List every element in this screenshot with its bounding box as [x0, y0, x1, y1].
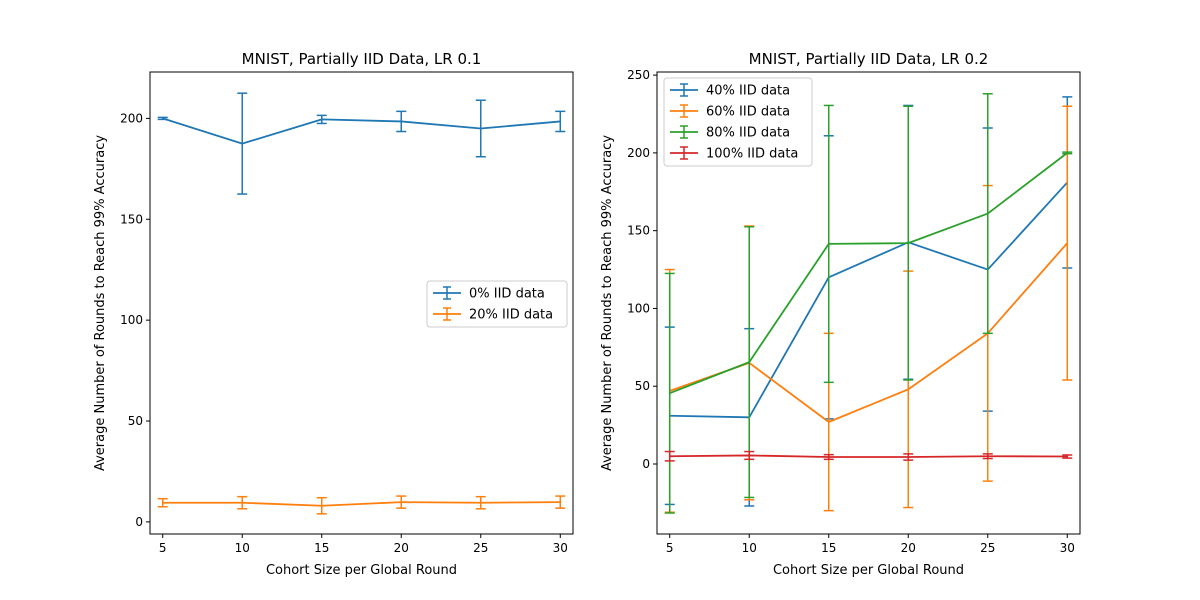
- x-tick-label: 15: [314, 541, 329, 555]
- subplot-2: 5 10 15 20 25 30 0 50 100 150 200 250 MNIST, Partial…: [600, 50, 1081, 578]
- y-tick-label: 200: [120, 111, 143, 125]
- x-tick-label: 15: [821, 541, 836, 555]
- x-tick-label: 30: [1060, 541, 1075, 555]
- x-tick-label: 10: [235, 541, 250, 555]
- legend-box: [663, 77, 813, 167]
- y-axis-label: Average Number of Rounds to Reach 99% Ac…: [93, 135, 108, 471]
- legend-entry: 60% IID data: [670, 104, 790, 120]
- x-tick-label: 5: [159, 541, 167, 555]
- x-tick-label: 30: [553, 541, 568, 555]
- series-line: [162, 501, 561, 507]
- legend-label: 80% IID data: [706, 126, 790, 141]
- y-tick-label: 150: [120, 212, 143, 226]
- x-tick-label: 20: [901, 541, 916, 555]
- plot-frame: [656, 71, 1081, 535]
- legend-entry: 20% IID data: [433, 307, 553, 323]
- y-tick-label: 100: [627, 301, 650, 315]
- legend-label: 20% IID data: [469, 308, 553, 323]
- legend-box: [426, 280, 568, 328]
- legend-entry: 40% IID data: [670, 83, 790, 99]
- chart-title: MNIST, Partially IID Data, LR 0.1: [242, 50, 482, 68]
- series-2: [157, 495, 566, 515]
- series-line: [669, 181, 1068, 419]
- legend-label: 40% IID data: [706, 84, 790, 99]
- y-tick-label: 150: [627, 224, 650, 238]
- y-tick-label: 50: [128, 414, 143, 428]
- legend-entry: 0% IID data: [433, 286, 545, 302]
- plot-frame: [149, 71, 574, 535]
- x-tick-label: 25: [473, 541, 488, 555]
- series-line: [669, 152, 1068, 395]
- x-tick-label: 20: [394, 541, 409, 555]
- x-tick-label: 10: [742, 541, 757, 555]
- y-tick-label: 200: [627, 146, 650, 160]
- y-tick-label: 0: [642, 457, 650, 471]
- y-tick-label: 100: [120, 313, 143, 327]
- chart-title: MNIST, Partially IID Data, LR 0.2: [749, 50, 989, 68]
- y-axis-label: Average Number of Rounds to Reach 99% Ac…: [600, 135, 615, 471]
- x-axis-label: Cohort Size per Global Round: [773, 563, 964, 578]
- series-line: [669, 454, 1068, 458]
- series-1: [157, 92, 566, 195]
- legend: 0% IID data 20% IID data: [426, 280, 568, 328]
- legend-entry: 100% IID data: [670, 146, 798, 162]
- subplot-1: 5 10 15 20 25 30 0 50 100 150 200 MNIST, Partially …: [93, 50, 574, 578]
- y-tick-label: 250: [627, 68, 650, 82]
- legend-label: 0% IID data: [469, 287, 545, 302]
- series-4: [664, 450, 1073, 462]
- x-tick-label: 5: [666, 541, 674, 555]
- x-axis-label: Cohort Size per Global Round: [266, 563, 457, 578]
- y-tick-label: 0: [135, 515, 143, 529]
- legend-label: 100% IID data: [706, 147, 798, 162]
- legend-entry: 80% IID data: [670, 125, 790, 141]
- series-line: [669, 242, 1068, 423]
- series-line: [162, 117, 561, 145]
- legend-label: 60% IID data: [706, 105, 790, 120]
- series-2: [664, 105, 1073, 513]
- y-tick-label: 50: [635, 379, 650, 393]
- legend: 40% IID data 60% IID data 80% IID data 100%…: [663, 77, 813, 167]
- x-tick-label: 25: [980, 541, 995, 555]
